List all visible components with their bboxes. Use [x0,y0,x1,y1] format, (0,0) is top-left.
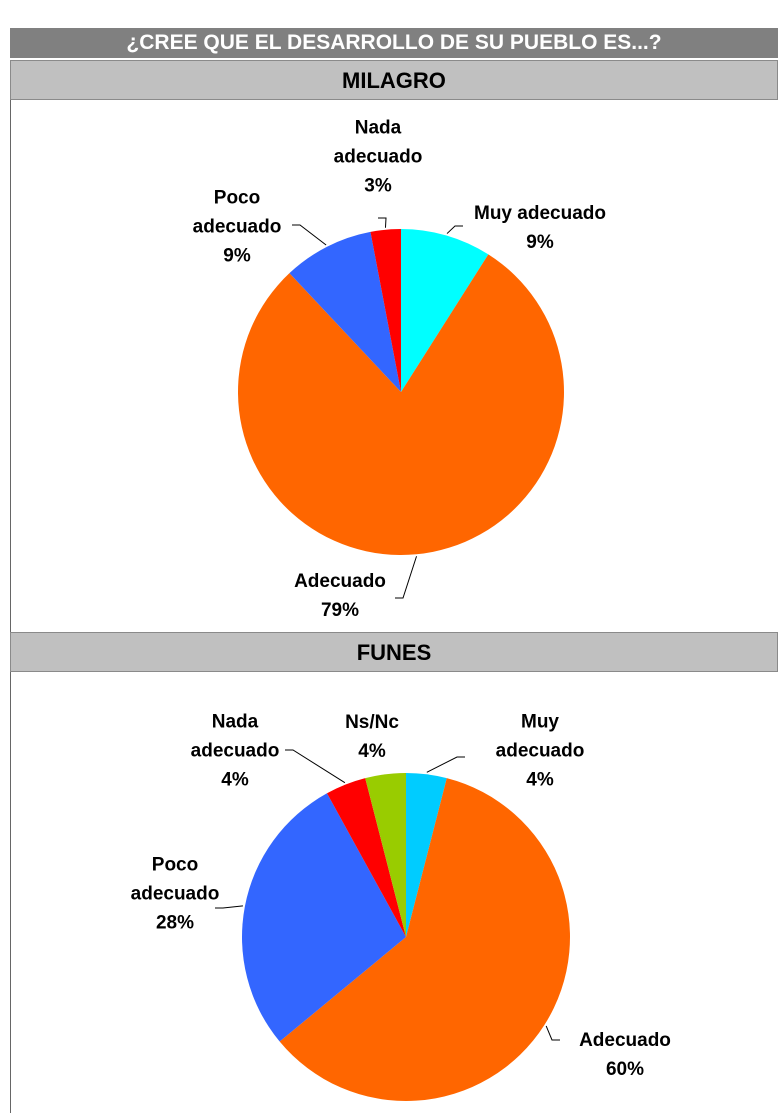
data-label: Adecuado 79% [275,567,405,625]
data-label: Muy adecuado 9% [455,199,625,257]
pie-slice [326,778,406,937]
data-label: Nada adecuado 4% [175,708,295,795]
label-category: Nada adecuado [190,711,280,762]
label-category: Ns/Nc [345,712,399,733]
leader-line [545,1025,560,1041]
leader-line [292,224,327,246]
label-category: Adecuado [579,1030,671,1051]
page-title: ¿CREE QUE EL DESARROLLO DE SU PUEBLO ES.… [10,28,778,58]
leader-line [395,556,418,599]
label-value: 79% [320,600,360,621]
pie-slice [365,773,406,937]
chart-panel [10,100,778,632]
label-value: 60% [605,1059,645,1080]
leader-line [215,905,243,909]
data-label: Nada adecuado 3% [318,114,438,201]
leader-line [285,749,346,784]
chart-panel [10,672,778,1113]
label-value: 28% [155,912,195,934]
data-label: Ns/Nc 4% [327,708,417,766]
pie-slice [406,773,447,937]
data-label: Muy adecuado 4% [480,708,600,795]
leader-line [446,225,463,234]
label-category: Poco adecuado [192,187,282,238]
data-label: Poco adecuado 28% [115,851,235,938]
pie-slice [401,229,489,392]
chart-title: FUNES [10,632,778,672]
pie-slice [279,778,570,1101]
chart-title: MILAGRO [10,60,778,100]
label-category: Poco adecuado [130,854,220,905]
label-value: 4% [526,769,554,791]
leader-line [426,756,465,773]
label-value: 9% [526,232,554,253]
label-category: Nada adecuado [333,117,423,168]
pie-slice [370,229,401,392]
data-label: Poco adecuado 9% [177,184,297,271]
pie-slice [237,254,564,555]
label-category: Muy adecuado [495,711,585,762]
pie-slice [242,793,406,1042]
label-value: 4% [358,741,386,762]
pie-slice [289,231,401,392]
label-value: 3% [364,175,392,197]
label-category: Muy adecuado [474,203,606,224]
label-category: Adecuado [294,571,386,592]
label-value: 4% [221,769,249,791]
data-label: Adecuado 60% [560,1026,690,1084]
label-value: 9% [223,245,251,267]
leader-line [378,217,387,228]
